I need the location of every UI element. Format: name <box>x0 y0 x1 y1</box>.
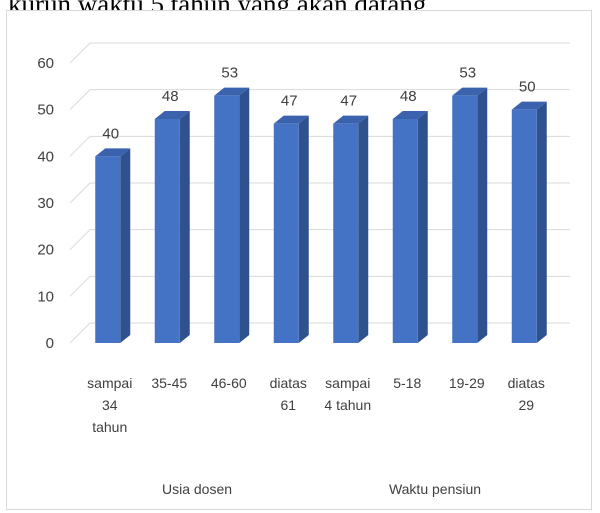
gridline <box>69 275 570 297</box>
bar <box>452 87 488 344</box>
group-label: Usia dosen <box>162 481 232 497</box>
category-label: 35-45 <box>151 375 187 391</box>
category-label: sampai <box>87 375 132 391</box>
y-tick-label: 50 <box>37 102 54 119</box>
data-label: 47 <box>340 93 357 110</box>
bar <box>392 111 428 343</box>
group-label: Waktu pensiun <box>389 481 481 497</box>
gridline <box>69 322 570 344</box>
data-label: 47 <box>281 93 298 110</box>
bar <box>511 101 547 344</box>
gridline <box>69 89 570 111</box>
bar <box>333 115 369 344</box>
category-label: 34 <box>102 397 118 413</box>
gridline <box>69 42 570 64</box>
category-label: 61 <box>280 397 296 413</box>
category-label: 4 tahun <box>324 397 371 413</box>
gridline <box>69 229 570 251</box>
data-labels: 40 48 53 47 47 48 53 50 <box>102 65 535 143</box>
category-label: 5-18 <box>393 375 421 391</box>
bars <box>95 87 547 344</box>
category-label: 46-60 <box>211 375 247 391</box>
category-label: 29 <box>518 397 534 413</box>
y-tick-label: 30 <box>37 195 54 212</box>
gridlines <box>69 42 570 344</box>
category-label: diatas <box>270 375 307 391</box>
y-axis-ticks: 0 10 20 30 40 50 60 <box>37 55 54 352</box>
gridline <box>69 182 570 204</box>
y-tick-label: 0 <box>46 335 54 352</box>
y-tick-label: 60 <box>37 55 54 72</box>
category-label: diatas <box>508 375 545 391</box>
category-label: 19-29 <box>449 375 485 391</box>
data-label: 48 <box>400 88 417 105</box>
category-labels: sampai 34 tahun 35-45 46-60 diatas 61 sampai 4 t… <box>87 375 545 435</box>
group-labels: Usia dosen Waktu pensiun <box>162 481 481 497</box>
data-label: 53 <box>221 65 238 82</box>
y-tick-label: 20 <box>37 242 54 259</box>
data-label: 40 <box>102 125 119 142</box>
bar <box>214 87 250 344</box>
data-label: 53 <box>459 65 476 82</box>
category-label: tahun <box>92 419 127 435</box>
data-label: 48 <box>162 88 179 105</box>
category-label: sampai <box>325 375 370 391</box>
bar <box>273 115 309 344</box>
y-tick-label: 10 <box>37 288 54 305</box>
bar <box>95 148 131 343</box>
bar <box>154 111 190 343</box>
data-label: 50 <box>519 79 536 96</box>
gridline <box>69 135 570 157</box>
y-tick-label: 40 <box>37 148 54 165</box>
